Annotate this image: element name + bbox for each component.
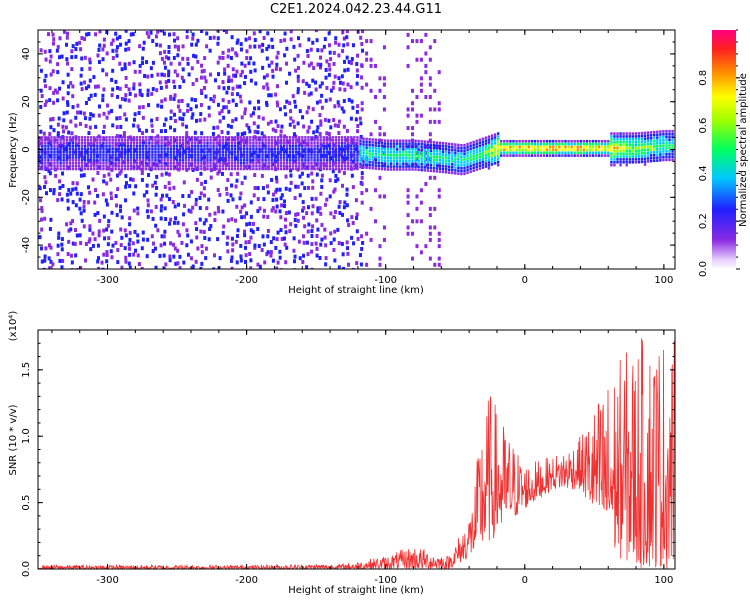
svg-text:0.2: 0.2 [698, 213, 709, 229]
svg-text:0.0: 0.0 [21, 561, 32, 577]
bottom-axis-ticks: -300 -200 -100 0 100 0.0 0.5 1.0 1.5 [21, 330, 675, 586]
svg-text:0.8: 0.8 [698, 70, 709, 86]
svg-text:40: 40 [21, 48, 32, 61]
top-x-axis-label: Height of straight line (km) [288, 285, 424, 296]
svg-text:0.5: 0.5 [21, 495, 32, 511]
svg-text:0: 0 [522, 575, 528, 586]
svg-text:-20: -20 [21, 189, 32, 205]
svg-text:20: 20 [21, 95, 32, 108]
colorbar-label: Normalized spectral amplitude [738, 73, 749, 227]
bottom-y-axis-label: SNR (10 * v/v) [8, 404, 19, 475]
svg-text:1.0: 1.0 [21, 428, 32, 444]
svg-text:-300: -300 [96, 575, 119, 586]
svg-text:-100: -100 [374, 575, 397, 586]
svg-text:-100: -100 [374, 275, 397, 286]
svg-text:-200: -200 [235, 575, 258, 586]
svg-text:0.0: 0.0 [698, 261, 709, 277]
svg-text:0.4: 0.4 [698, 165, 709, 181]
svg-text:0.6: 0.6 [698, 118, 709, 134]
spectrogram-heatmap [38, 30, 675, 269]
svg-text:-300: -300 [96, 275, 119, 286]
colorbar [712, 30, 736, 269]
snr-line [38, 338, 675, 569]
svg-text:0: 0 [21, 146, 32, 152]
svg-text:-40: -40 [21, 237, 32, 253]
svg-text:100: 100 [654, 275, 673, 286]
chart-title: C2E1.2024.042.23.44.G11 [269, 2, 443, 17]
svg-text:0: 0 [522, 275, 528, 286]
y-multiplier-label: (x10⁴) [8, 311, 19, 342]
svg-text:1.5: 1.5 [21, 362, 32, 378]
bottom-x-axis-label: Height of straight line (km) [288, 585, 424, 596]
svg-text:-200: -200 [235, 275, 258, 286]
svg-text:100: 100 [654, 575, 673, 586]
top-y-axis-label: Frequency (Hz) [8, 112, 19, 188]
colorbar-ticks: 0.0 0.2 0.4 0.6 0.8 [698, 29, 740, 277]
